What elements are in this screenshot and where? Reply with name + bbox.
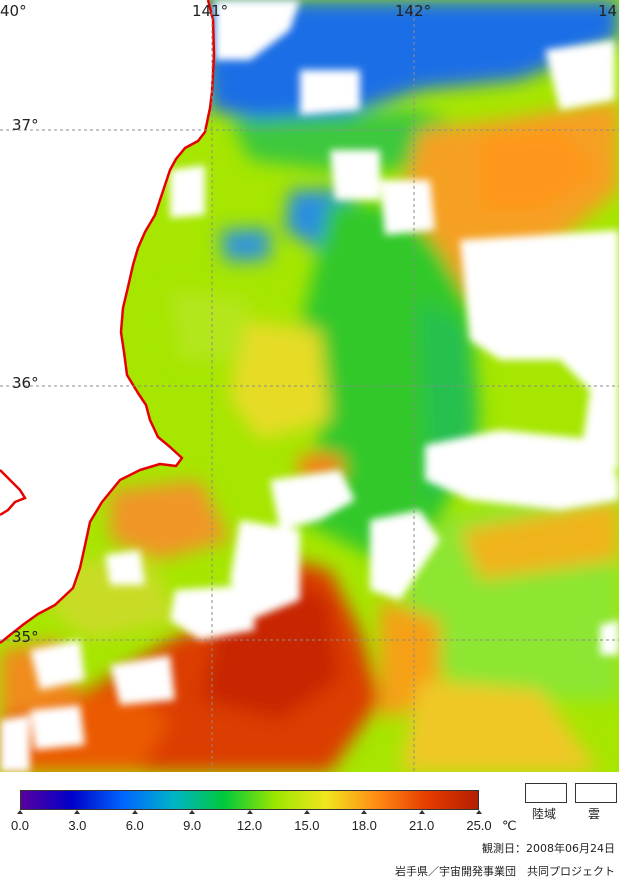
graticule (0, 0, 619, 772)
cloud-key-label: 雲 (588, 807, 601, 821)
observation-date: 観測日：2008年06月24日 (482, 842, 615, 855)
lat-label-35: 35° (12, 628, 39, 646)
colorbar-tick-label: 12.0 (236, 818, 263, 833)
colorbar-tick-label: 3.0 (68, 818, 87, 833)
credit-line: 岩手県／宇宙開発事業団 共同プロジェクト (395, 865, 615, 878)
colorbar-tick-label: 21.0 (408, 818, 435, 833)
colorbar-tick-label: 25.0 (466, 818, 492, 833)
land-key-swatch (525, 783, 567, 803)
legend: 0.0 3.0 6.0 9.0 12.0 15.0 18.0 21.0 25.0 ℃ 陸域 雲 … (0, 772, 619, 881)
sst-map: 40° 141° 142° 14 37° 36° 35° (0, 0, 619, 772)
colorbar-tick-mark (74, 810, 81, 814)
land-area (0, 0, 214, 643)
colorbar-tick-label: 6.0 (125, 818, 144, 833)
colorbar-tick-mark (189, 810, 196, 814)
coastline (0, 0, 216, 644)
lon-label-141: 141° (192, 2, 229, 20)
sst-map-canvas (0, 0, 619, 772)
colorbar-tick-mark (361, 810, 368, 814)
colorbar-tick-mark (131, 810, 138, 814)
temperature-colorbar (20, 790, 479, 810)
colorbar-tick-label: 0.0 (10, 818, 30, 833)
colorbar-tick-mark (418, 810, 425, 814)
colorbar-tick-mark (17, 810, 23, 814)
lon-label-143: 14 (598, 2, 618, 20)
sea-surface-temperature-field (0, 0, 619, 772)
lake-outline (0, 469, 27, 517)
lat-label-36: 36° (12, 374, 39, 392)
colorbar-tick-mark (303, 810, 310, 814)
lon-label-142: 142° (395, 2, 432, 20)
land-key-label: 陸域 (532, 807, 557, 821)
cloud-key-swatch (575, 783, 617, 803)
colorbar-tick-label: 18.0 (351, 818, 377, 833)
colorbar-tick-mark (476, 810, 482, 814)
lon-label-140: 40° (0, 2, 27, 20)
colorbar-tick-label: 15.0 (294, 818, 320, 833)
colorbar-tick-label: 9.0 (183, 818, 202, 833)
colorbar-tick-mark (246, 810, 253, 814)
unit-label: ℃ (502, 818, 517, 833)
lat-label-37: 37° (12, 116, 39, 134)
